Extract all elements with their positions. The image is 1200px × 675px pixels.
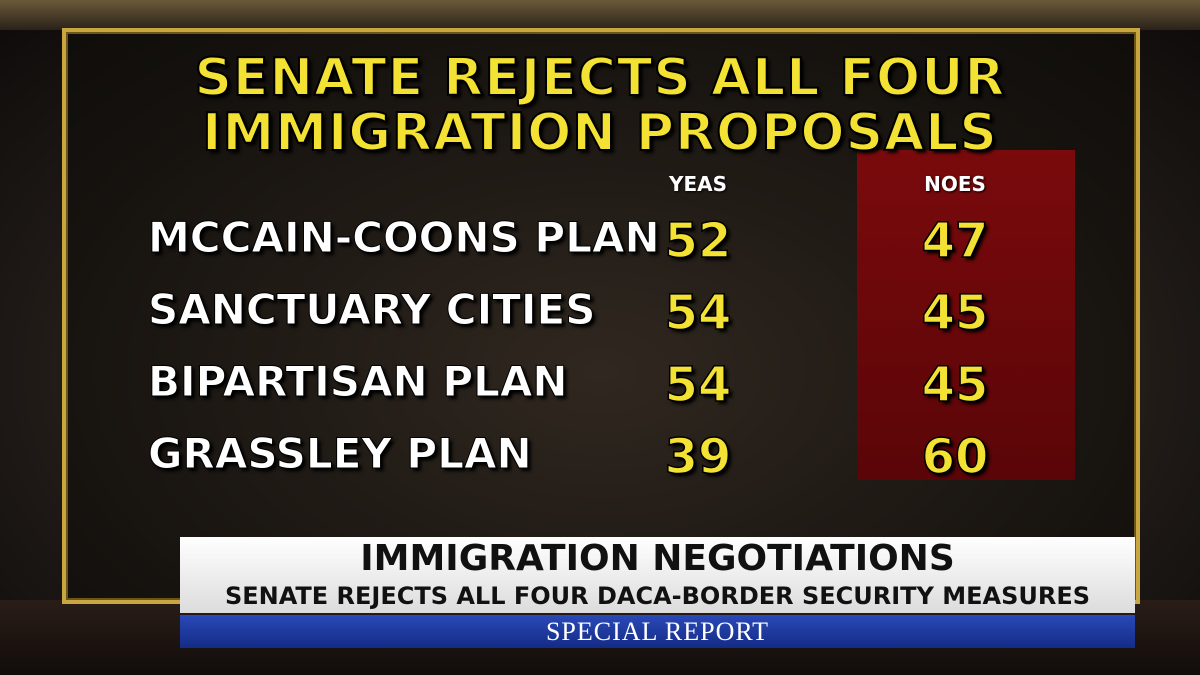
show-name: SPECIAL REPORT — [180, 615, 1135, 648]
subheadline: SENATE REJECTS ALL FOUR DACA-BORDER SECU… — [224, 582, 1091, 610]
row-label: SANCTUARY CITIES — [147, 285, 596, 334]
column-header: YEAS — [668, 172, 728, 196]
lower-third: IMMIGRATION NEGOTIATIONS SENATE REJECTS … — [180, 537, 1135, 613]
noes-value: 47 — [921, 213, 989, 269]
noes-column — [857, 150, 1075, 480]
row-label: GRASSLEY PLAN — [148, 429, 533, 478]
title-line: SENATE REJECTS ALL FOUR — [193, 48, 1006, 108]
yeas-value: 54 — [664, 357, 732, 413]
headline: IMMIGRATION NEGOTIATIONS — [360, 538, 955, 579]
row-label: MCCAIN-COONS PLAN — [148, 213, 661, 262]
yeas-value: 39 — [664, 429, 732, 485]
noes-value: 45 — [921, 357, 989, 413]
noes-value: 60 — [921, 429, 989, 485]
title-line: IMMIGRATION PROPOSALS — [201, 103, 998, 163]
row-label: BIPARTISAN PLAN — [148, 357, 569, 406]
noes-value: 45 — [921, 285, 989, 341]
yeas-value: 52 — [664, 213, 732, 269]
ceiling — [0, 0, 1200, 30]
yeas-value: 54 — [664, 285, 732, 341]
column-header: NOES — [924, 172, 986, 196]
